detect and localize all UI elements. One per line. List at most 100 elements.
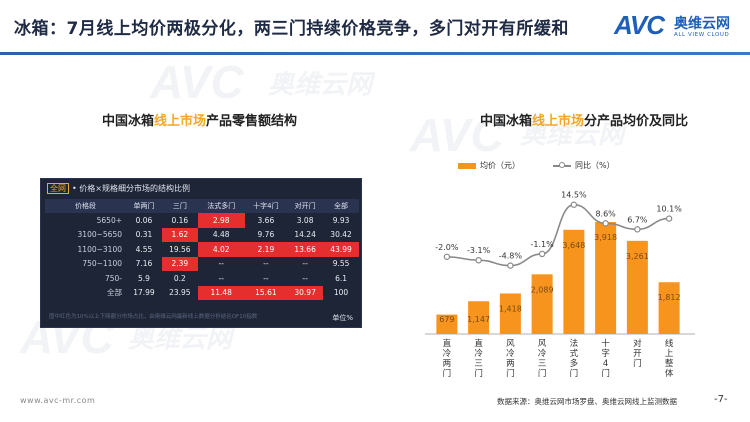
structure-table: 价格段 单两门 三门 法式多门 十字4门 对开门 全部 5650+ 0.06 0.1… bbox=[45, 199, 359, 300]
row-label: 3100~5650 bbox=[77, 230, 122, 240]
yoy-value-label: -2.0% bbox=[435, 243, 459, 252]
structure-table-panel: 全网 • 价格×规格细分市场的结构比例 价格段 单两门 三门 法式多门 十字4门 … bbox=[40, 178, 362, 328]
category-label: 直 bbox=[474, 338, 483, 349]
yoy-point bbox=[634, 226, 641, 233]
column-header: 对开门 bbox=[287, 199, 324, 213]
bar-value-label: 1,418 bbox=[499, 304, 522, 313]
legend-swatch-bar bbox=[458, 163, 476, 169]
row-label: 1100~3100 bbox=[77, 244, 122, 254]
table-cell: 2.19 bbox=[244, 242, 288, 257]
footer-url[interactable]: www.avc-mr.com bbox=[20, 396, 96, 405]
yoy-point bbox=[475, 257, 482, 264]
yoy-point bbox=[570, 201, 578, 208]
table-cell: -- bbox=[263, 273, 269, 283]
bar-value-label: 3,261 bbox=[626, 252, 649, 261]
table-cell: -- bbox=[302, 273, 308, 283]
table-cell: -- bbox=[218, 273, 224, 283]
table-cell: 7.16 bbox=[135, 259, 153, 269]
table-cell: 4.48 bbox=[212, 230, 230, 240]
table-cell: 6.1 bbox=[335, 273, 347, 283]
table-cell: 9.93 bbox=[332, 215, 350, 225]
category-label: 直 bbox=[443, 338, 452, 349]
category-label: 门 bbox=[506, 368, 515, 379]
category-label: 上 bbox=[665, 349, 674, 359]
category-label: 门 bbox=[570, 368, 579, 379]
bar-value-label: 3,918 bbox=[594, 233, 617, 242]
bar bbox=[436, 314, 458, 334]
column-header: 价格段 bbox=[45, 199, 126, 213]
category-label: 风 bbox=[506, 339, 515, 349]
table-cell: 30.42 bbox=[330, 230, 352, 240]
category-label: 风 bbox=[538, 339, 547, 349]
category-label: 式 bbox=[570, 348, 579, 359]
table-header-row: 价格段 单两门 三门 法式多门 十字4门 对开门 全部 bbox=[45, 199, 359, 213]
right-panel-title: 中国冰箱线上市场分产品均价及同比 bbox=[480, 114, 689, 129]
category-label: 门 bbox=[474, 368, 483, 379]
table-unit: 单位% bbox=[332, 314, 353, 322]
bar-value-label: 2,089 bbox=[531, 285, 554, 294]
table-cell: 0.16 bbox=[171, 215, 189, 225]
table-cell: 13.66 bbox=[287, 242, 324, 257]
yoy-point bbox=[602, 220, 609, 227]
table-row: 全部 17.99 23.95 11.48 15.61 30.97 100 bbox=[45, 285, 359, 300]
legend-label: 同比（%） bbox=[575, 161, 615, 170]
table-row: 3100~5650 0.31 1.62 4.48 9.76 14.24 30.42 bbox=[45, 227, 359, 242]
price-chart: 679直冷两门1,147直冷三门1,418风冷两门2,089风冷三门3,648法… bbox=[425, 191, 695, 379]
category-label: 门 bbox=[633, 358, 642, 369]
category-label: 开 bbox=[633, 349, 642, 359]
bar bbox=[531, 274, 553, 334]
table-cell: 5.9 bbox=[137, 273, 150, 283]
yoy-value-label: 6.7% bbox=[627, 215, 648, 224]
bar-value-label: 1,812 bbox=[658, 293, 681, 302]
category-label: 冷 bbox=[474, 348, 483, 359]
row-label: 5650+ bbox=[96, 215, 122, 225]
category-label: 冷 bbox=[506, 348, 515, 359]
table-cell: 1.62 bbox=[161, 227, 198, 242]
table-cell: 2.39 bbox=[161, 256, 198, 271]
table-cell: 15.61 bbox=[244, 285, 288, 300]
category-label: 线 bbox=[665, 338, 674, 349]
column-header: 单两门 bbox=[126, 199, 162, 213]
logo-subtitle: ALL VIEW CLOUD bbox=[674, 32, 730, 38]
logo-mark: AVC bbox=[614, 10, 665, 40]
bar bbox=[563, 229, 585, 334]
table-cell: 100 bbox=[333, 288, 349, 298]
table-cell: 11.48 bbox=[197, 285, 245, 300]
yoy-value-label: 8.6% bbox=[595, 209, 616, 218]
left-panel-title: 中国冰箱线上市场产品零售额结构 bbox=[102, 114, 298, 129]
category-label: 多 bbox=[570, 358, 579, 369]
category-label: 对 bbox=[633, 338, 642, 349]
table-cell: 30.97 bbox=[287, 285, 324, 300]
category-label: 三 bbox=[474, 359, 483, 369]
table-cell: 23.95 bbox=[169, 288, 191, 298]
row-label: 全部 bbox=[107, 288, 122, 298]
header-divider bbox=[0, 52, 750, 55]
column-header: 法式多门 bbox=[197, 199, 245, 213]
column-header: 十字4门 bbox=[244, 199, 288, 213]
watermark-brand: 奥维云网 bbox=[268, 69, 373, 99]
category-label: 两 bbox=[506, 359, 515, 369]
category-label: 4 bbox=[603, 359, 608, 369]
category-label: 体 bbox=[665, 368, 674, 379]
bar bbox=[595, 222, 617, 334]
table-cell: 0.2 bbox=[173, 273, 186, 283]
avc-logo: AVC 奥维云网 ALL VIEW CLOUD bbox=[614, 8, 740, 46]
page-title: 冰箱：7月线上均价两极分化，两三门持续价格竞争，多门对开有所缓和 bbox=[14, 19, 569, 39]
category-label: 法 bbox=[570, 338, 579, 349]
page-number: -7- bbox=[714, 394, 728, 405]
category-label: 三 bbox=[538, 359, 547, 369]
table-cell: 4.55 bbox=[135, 244, 153, 254]
yoy-point bbox=[443, 253, 451, 260]
yoy-value-label: 14.5% bbox=[561, 191, 587, 200]
category-label: 冷 bbox=[443, 348, 452, 359]
yoy-value-label: -3.1% bbox=[467, 246, 491, 255]
table-cell: -- bbox=[263, 259, 269, 269]
bar bbox=[658, 282, 680, 334]
yoy-value-label: 10.1% bbox=[656, 205, 682, 214]
table-cell: 43.99 bbox=[323, 242, 359, 257]
yoy-value-label: -1.1% bbox=[531, 240, 555, 249]
yoy-point bbox=[665, 215, 673, 222]
table-cell: 9.76 bbox=[257, 230, 275, 240]
row-label: 750~1100 bbox=[82, 259, 122, 269]
table-cell: 3.08 bbox=[296, 215, 314, 225]
